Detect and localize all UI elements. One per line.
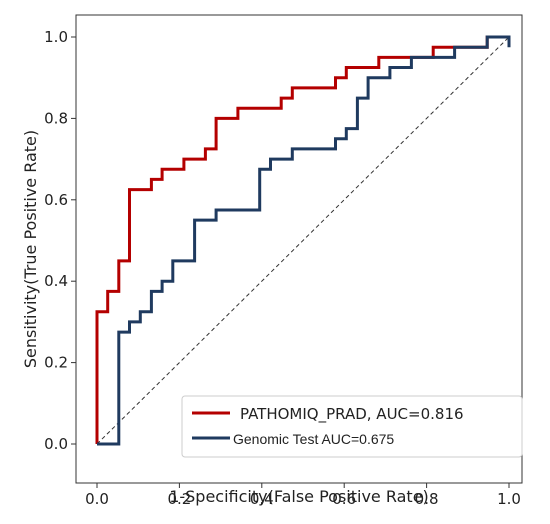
x-tick-label: 0.0 xyxy=(85,490,109,508)
plot-frame xyxy=(75,14,523,484)
series-line-genomic xyxy=(97,35,511,446)
y-tick-label: 1.0 xyxy=(44,28,68,46)
axis-ticks: 0.0 0.2 0.4 0.6 0.8 1.0 0.0 0.2 0.4 0.6 0.8 1.0 xyxy=(44,28,521,508)
y-tick-label: 0.8 xyxy=(44,109,68,127)
x-axis-label: 1-Specificity(False Positive Rate) xyxy=(169,487,429,506)
legend: PATHOMIQ_PRAD, AUC=0.816 Genomic Test AU… xyxy=(181,395,523,458)
series-line-pathomiq xyxy=(95,35,509,444)
y-tick-label: 0.0 xyxy=(44,435,68,453)
legend-label-pathomiq: PATHOMIQ_PRAD, AUC=0.816 xyxy=(240,405,464,424)
legend-box xyxy=(181,395,523,458)
x-tick-label: 0.8 xyxy=(415,490,439,508)
legend-label-genomic: Genomic Test AUC=0.675 xyxy=(233,431,394,447)
x-tick-label: 0.4 xyxy=(250,490,274,508)
y-axis-label: Sensitivity(True Positive Rate) xyxy=(21,130,40,368)
y-tick-label: 0.4 xyxy=(44,272,68,290)
y-tick-label: 0.2 xyxy=(44,354,68,372)
y-tick-label: 0.6 xyxy=(44,191,68,209)
reference-diagonal-line xyxy=(96,36,510,445)
x-tick-label: 1.0 xyxy=(497,490,521,508)
x-tick-label: 0.2 xyxy=(167,490,191,508)
x-tick-label: 0.6 xyxy=(332,490,356,508)
